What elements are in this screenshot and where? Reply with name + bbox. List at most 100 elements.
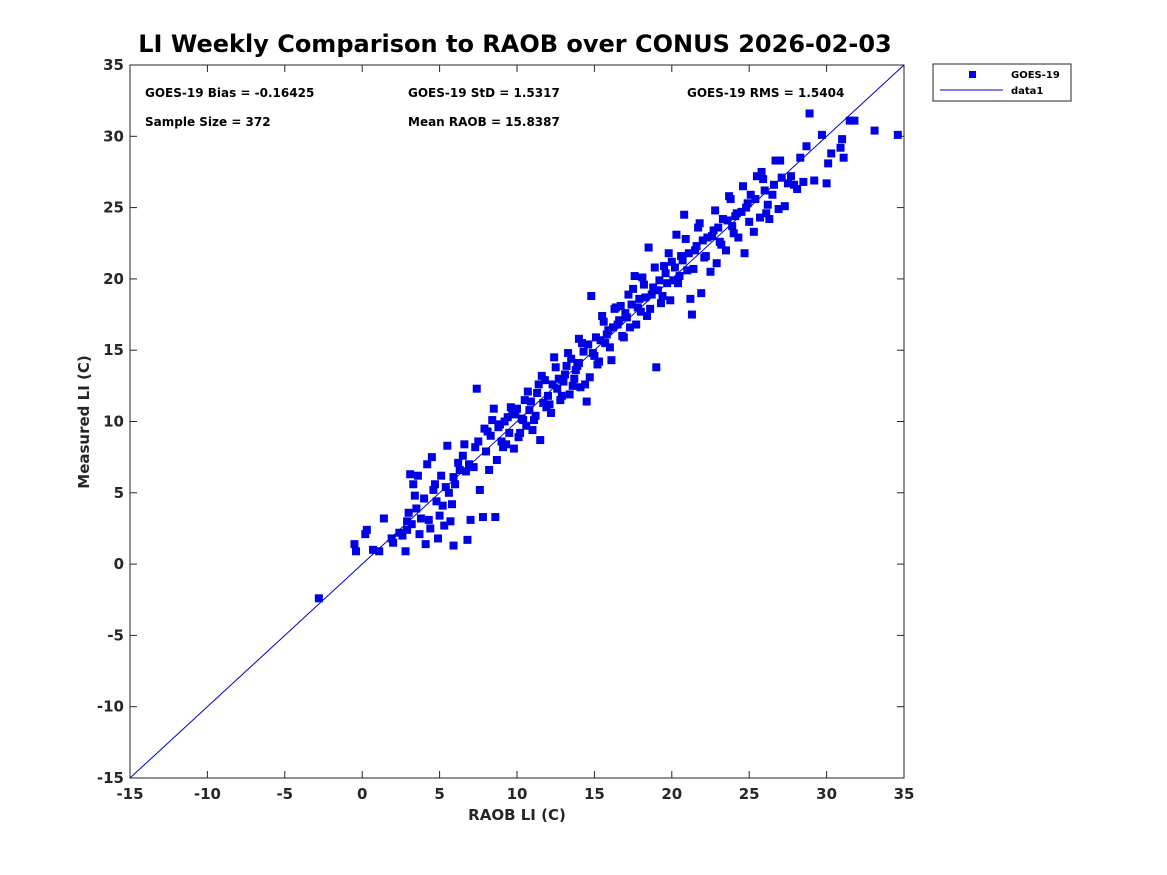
data-point [639,280,648,289]
data-point [503,413,512,422]
data-point [444,488,453,497]
data-point [759,175,768,184]
data-point [678,256,687,265]
data-point [547,408,556,417]
data-point [424,515,433,524]
data-point [658,292,667,301]
data-point [495,420,504,429]
data-point [557,391,566,400]
y-tick-label: 10 [103,413,124,431]
y-tick-label: 0 [114,555,124,573]
x-tick-label: 20 [661,785,682,803]
data-point [429,485,438,494]
data-point [626,323,635,332]
data-point [430,480,439,489]
data-point [817,130,826,139]
data-point [732,209,741,218]
data-point [613,320,622,329]
data-point [485,465,494,474]
data-point [403,525,412,534]
data-point [536,436,545,445]
data-point [505,428,514,437]
data-point [387,534,396,543]
data-point [435,511,444,520]
data-point [482,447,491,456]
data-point [582,397,591,406]
data-point [539,398,548,407]
data-point [432,497,441,506]
data-point [760,186,769,195]
data-point [591,333,600,342]
data-point [684,249,693,258]
data-point [687,310,696,319]
data-point [514,433,523,442]
data-point [769,180,778,189]
data-point [403,517,412,526]
data-point [509,444,518,453]
data-point [630,272,639,281]
data-point [511,410,520,419]
data-point [629,284,638,293]
data-point [635,294,644,303]
data-point [423,460,432,469]
data-point [492,456,501,465]
data-point [627,300,636,309]
data-point [616,301,625,310]
y-tick-label: -10 [97,698,124,716]
data-point [656,299,665,308]
data-point [361,530,370,539]
data-point [757,167,766,176]
data-point [556,396,565,405]
data-point [838,135,847,144]
data-point [660,262,669,271]
data-point [568,381,577,390]
data-point [545,400,554,409]
data-point [686,294,695,303]
data-point [721,246,730,255]
data-point [615,316,624,325]
data-point [441,483,450,492]
data-point [680,210,689,219]
chart-title: LI Weekly Comparison to RAOB over CONUS … [138,30,891,58]
data-point [691,246,700,255]
data-point [314,594,323,603]
data-point [783,179,792,188]
data-point [740,249,749,258]
data-point [565,390,574,399]
data-point [695,219,704,228]
y-axis-ticks: -15 -10 -5 0 5 10 15 20 25 30 35 [97,56,904,787]
data-point [407,520,416,529]
data-point [598,311,607,320]
sample-size-annotation: Sample Size = 372 [145,115,271,129]
data-point [593,360,602,369]
data-point [604,326,613,335]
data-point [404,508,413,517]
data-point [409,480,418,489]
data-point [519,416,528,425]
data-point [756,213,765,222]
data-point [553,384,562,393]
data-point [703,233,712,242]
bias-annotation: GOES-19 Bias = -0.16425 [145,86,314,100]
data-point [578,339,587,348]
data-point [777,173,786,182]
data-point [562,361,571,370]
data-point [771,156,780,165]
data-point [533,388,542,397]
data-point [689,264,698,273]
data-point [506,403,515,412]
data-point [427,453,436,462]
data-point [745,217,754,226]
data-point [584,340,593,349]
data-point [666,296,675,305]
x-axis-ticks: -15 -10 -5 0 5 10 15 20 25 30 35 [116,65,914,803]
data-point [638,273,647,282]
data-point [526,397,535,406]
x-axis-label: RAOB LI (C) [468,806,566,824]
data-point [692,242,701,251]
data-point [718,215,727,224]
data-point [822,179,831,188]
y-tick-label: 15 [103,341,124,359]
data-point [469,463,478,472]
data-point [799,177,808,186]
